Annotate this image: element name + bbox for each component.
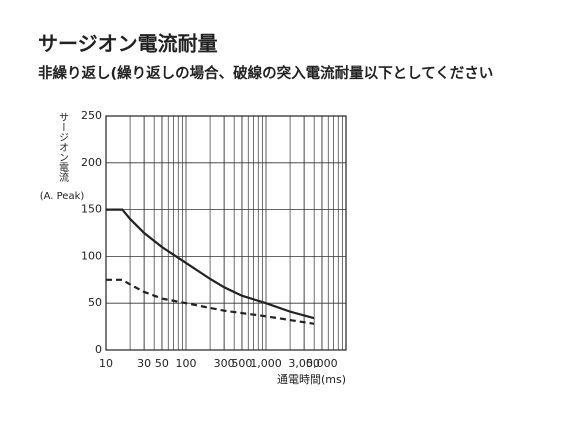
plot-frame [105, 115, 347, 351]
x-tick-label: 1,000 [250, 357, 282, 370]
x-tick-label: 10 [99, 357, 113, 370]
x-axis-label: 通電時間(ms) [277, 373, 346, 386]
x-tick-label: 5,000 [306, 357, 338, 370]
x-tick-label: 50 [155, 357, 169, 370]
y-tick-label: 250 [81, 109, 102, 122]
x-tick-label: 100 [176, 357, 197, 370]
y-tick-label: 0 [95, 343, 102, 356]
y-axis-unit: (A. Peak) [40, 191, 85, 202]
x-tick-label: 500 [231, 357, 252, 370]
chart-subtitle: 非繰り返し(繰り返しの場合、破線の突入電流耐量以下としてください [38, 64, 493, 82]
x-tick-label: 3,000 [288, 357, 320, 370]
x-tick-label: 300 [214, 357, 235, 370]
chart-title: サージオン電流耐量 [38, 32, 218, 56]
y-tick-label: 100 [81, 249, 102, 262]
series-line [106, 208, 315, 320]
x-tick-label: 30 [137, 357, 151, 370]
y-tick-label: 150 [81, 203, 102, 216]
series-line [106, 278, 315, 325]
y-tick-label: 50 [88, 296, 102, 309]
y-axis-label: サージオン電流 [57, 112, 69, 183]
y-tick-label: 200 [81, 156, 102, 169]
